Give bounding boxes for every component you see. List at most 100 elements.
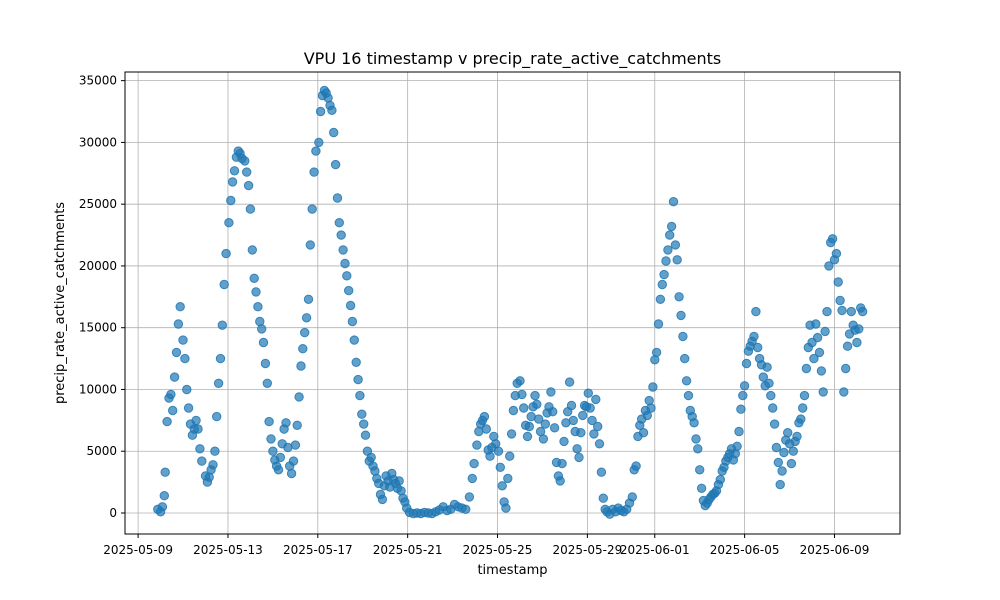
data-point bbox=[796, 414, 806, 424]
x-axis-ticks: 2025-05-09 2025-05-13 2025-05-17 2025-05-21… bbox=[103, 534, 869, 557]
data-point bbox=[648, 382, 658, 392]
data-point bbox=[501, 503, 511, 513]
data-point bbox=[676, 310, 686, 321]
data-point bbox=[394, 476, 404, 486]
data-point bbox=[627, 492, 637, 502]
data-point bbox=[290, 440, 301, 450]
data-point bbox=[193, 424, 203, 434]
x-tick-label: 2025-05-29 bbox=[553, 543, 623, 557]
x-tick-label: 2025-05-13 bbox=[193, 543, 263, 557]
data-point bbox=[307, 204, 317, 214]
data-point bbox=[681, 376, 692, 386]
data-point bbox=[564, 377, 575, 387]
data-point bbox=[217, 320, 228, 330]
y-tick-label: 25000 bbox=[79, 197, 117, 211]
x-tick-label: 2025-06-01 bbox=[620, 543, 690, 557]
data-point bbox=[168, 405, 178, 416]
data-point bbox=[587, 415, 597, 426]
y-tick-label: 10000 bbox=[79, 382, 117, 396]
data-point bbox=[519, 403, 529, 413]
data-point bbox=[332, 193, 343, 203]
data-point bbox=[822, 306, 832, 317]
data-point bbox=[479, 411, 490, 422]
data-point bbox=[659, 269, 669, 280]
data-point bbox=[157, 502, 168, 512]
data-point bbox=[329, 127, 339, 138]
data-point bbox=[665, 230, 675, 240]
y-axis-ticks: 0 5000 10000 15000 20000 25000 30000 35000 bbox=[79, 74, 125, 520]
data-point bbox=[508, 405, 519, 416]
data-point bbox=[854, 324, 864, 334]
data-point bbox=[555, 476, 565, 486]
data-point bbox=[327, 105, 337, 116]
data-point bbox=[532, 399, 542, 409]
data-point bbox=[219, 279, 229, 290]
data-point bbox=[340, 258, 350, 269]
data-point bbox=[753, 342, 763, 353]
data-point bbox=[534, 414, 544, 424]
data-point bbox=[631, 461, 641, 471]
y-tick-label: 30000 bbox=[79, 135, 117, 149]
data-point bbox=[262, 378, 272, 388]
data-point bbox=[517, 389, 527, 400]
data-point bbox=[578, 410, 588, 421]
data-point bbox=[540, 419, 550, 429]
data-point bbox=[288, 456, 299, 466]
data-point bbox=[661, 256, 671, 266]
data-point bbox=[183, 403, 194, 413]
y-tick-label: 15000 bbox=[79, 321, 117, 335]
data-point bbox=[497, 481, 507, 491]
data-point bbox=[493, 446, 504, 456]
data-point bbox=[506, 429, 517, 439]
data-point bbox=[311, 146, 321, 156]
data-point bbox=[240, 156, 250, 166]
data-point bbox=[286, 468, 297, 479]
data-point bbox=[515, 376, 525, 386]
data-point bbox=[360, 430, 371, 440]
data-point bbox=[738, 390, 748, 401]
data-point bbox=[557, 458, 567, 469]
data-point bbox=[831, 248, 842, 259]
data-point bbox=[837, 305, 847, 316]
data-point bbox=[366, 452, 376, 463]
y-tick-label: 0 bbox=[109, 506, 117, 520]
data-point bbox=[857, 306, 868, 317]
chart-title: VPU 16 timestamp v precip_rate_active_ca… bbox=[304, 49, 722, 69]
data-point bbox=[266, 434, 276, 444]
data-point bbox=[824, 261, 834, 271]
data-point bbox=[566, 400, 577, 411]
data-point bbox=[777, 466, 787, 476]
data-point bbox=[786, 458, 797, 469]
data-point bbox=[598, 493, 608, 503]
y-tick-label: 20000 bbox=[79, 259, 117, 273]
data-point bbox=[226, 195, 236, 206]
data-point bbox=[798, 403, 808, 413]
data-point bbox=[672, 255, 682, 265]
data-point bbox=[749, 331, 759, 342]
data-point bbox=[852, 337, 862, 348]
data-point bbox=[751, 306, 761, 317]
data-point bbox=[691, 434, 701, 444]
data-point bbox=[818, 387, 828, 397]
data-point bbox=[464, 492, 475, 502]
data-point bbox=[666, 221, 677, 232]
data-point bbox=[336, 230, 346, 240]
data-point bbox=[224, 218, 234, 228]
y-axis-label: precip_rate_active_catchments bbox=[53, 202, 68, 404]
x-tick-label: 2025-05-17 bbox=[283, 543, 353, 557]
data-point bbox=[768, 403, 778, 413]
data-point bbox=[169, 372, 180, 382]
data-point bbox=[258, 337, 269, 348]
data-point bbox=[663, 245, 673, 255]
data-point bbox=[349, 335, 359, 345]
data-point bbox=[495, 462, 505, 472]
data-point bbox=[309, 167, 319, 177]
data-point bbox=[347, 316, 358, 327]
x-tick-label: 2025-05-09 bbox=[103, 543, 173, 557]
data-point bbox=[359, 419, 369, 429]
data-point bbox=[741, 358, 752, 369]
data-point bbox=[835, 295, 845, 306]
data-point bbox=[229, 166, 240, 176]
data-point bbox=[247, 245, 258, 255]
